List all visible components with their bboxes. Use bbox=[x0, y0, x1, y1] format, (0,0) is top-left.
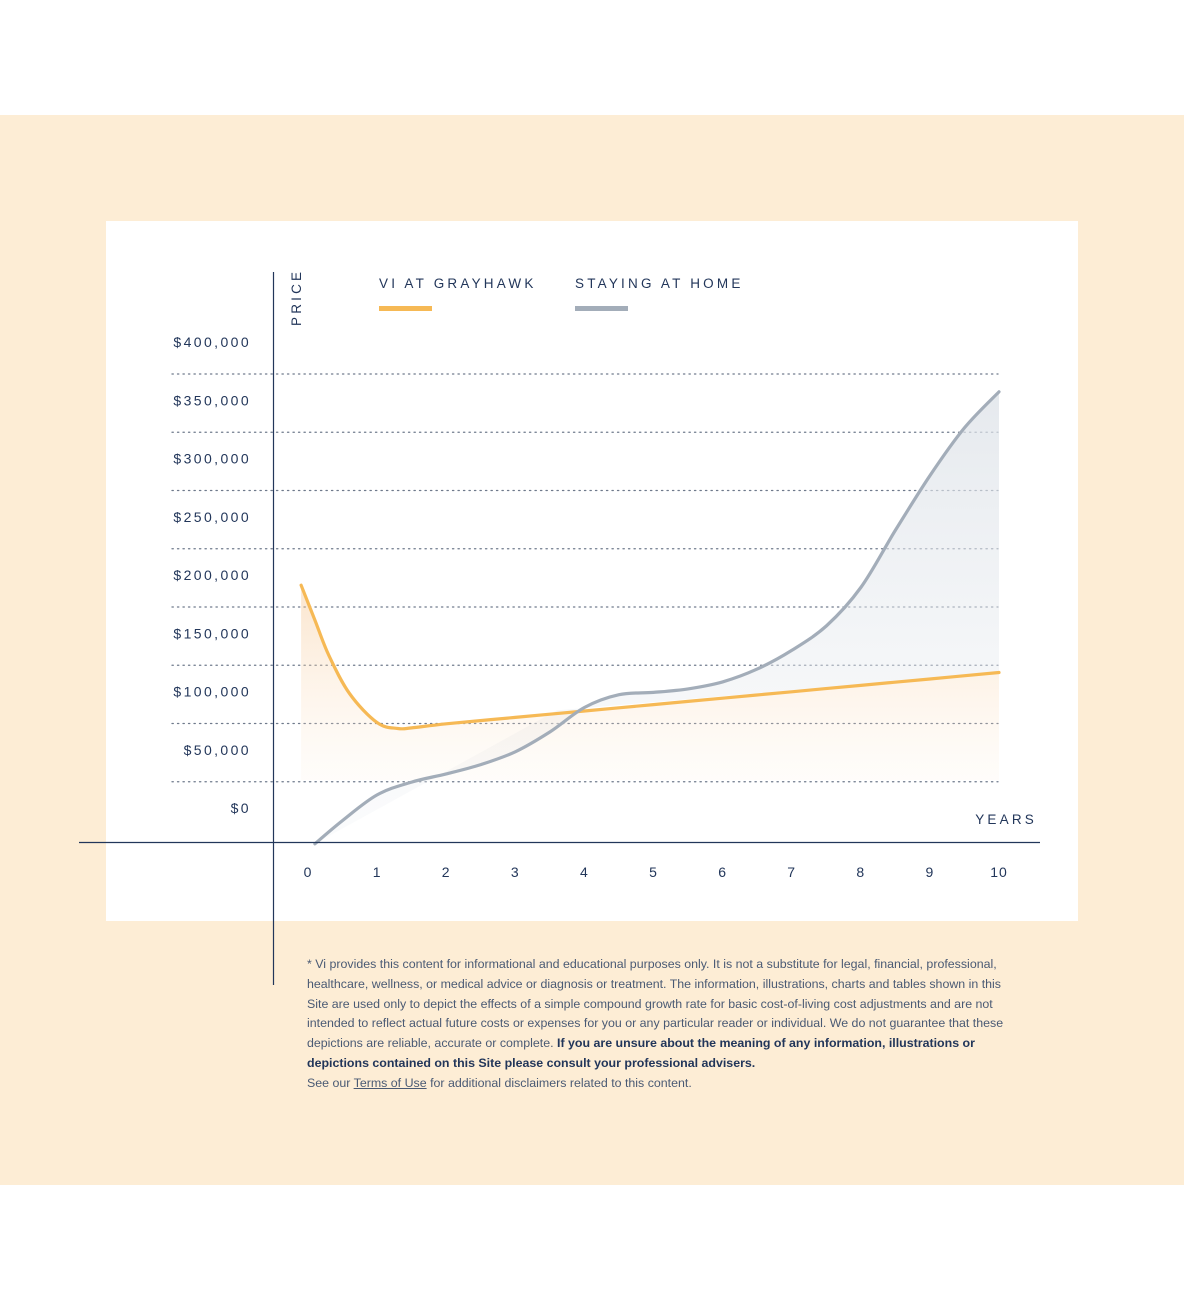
legend-label-staying-at-home: STAYING AT HOME bbox=[575, 276, 744, 291]
x-tick-label: 9 bbox=[926, 864, 935, 880]
legend-label-vi-at-grayhawk: VI AT GRAYHAWK bbox=[379, 276, 537, 291]
x-tick-label: 2 bbox=[442, 864, 451, 880]
legend-swatch-staying-at-home bbox=[575, 306, 628, 311]
x-axis-title: YEARS bbox=[975, 812, 1037, 827]
y-tick-label: $50,000 bbox=[184, 742, 251, 758]
legend-swatch-vi-at-grayhawk bbox=[379, 306, 432, 311]
disclaimer-see-prefix: See our bbox=[307, 1075, 351, 1090]
line-staying-at-home bbox=[313, 390, 1001, 846]
disclaimer-see-suffix: for additional disclaimers related to th… bbox=[430, 1075, 692, 1090]
y-tick-labels: $0 $50,000 $100,000 $150,000 $200,000 $250,00… bbox=[173, 334, 251, 816]
x-tick-label: 8 bbox=[856, 864, 865, 880]
y-tick-label: $250,000 bbox=[173, 509, 251, 525]
y-tick-label: $400,000 bbox=[173, 334, 251, 350]
area-staying-at-home bbox=[314, 391, 999, 844]
y-tick-label: $0 bbox=[231, 800, 251, 816]
x-tick-label: 6 bbox=[718, 864, 727, 880]
area-vi-at-grayhawk bbox=[301, 585, 1000, 780]
y-tick-label: $100,000 bbox=[173, 684, 251, 700]
y-axis-title: PRICE bbox=[289, 269, 304, 326]
y-tick-label: $300,000 bbox=[173, 451, 251, 467]
terms-of-use-link[interactable]: Terms of Use bbox=[353, 1075, 427, 1090]
x-tick-label: 0 bbox=[304, 864, 313, 880]
x-tick-labels: 0 1 2 3 4 5 6 7 8 9 10 bbox=[304, 864, 1008, 880]
disclaimer: * Vi provides this content for informati… bbox=[307, 955, 1007, 1094]
x-tick-label: 5 bbox=[649, 864, 658, 880]
y-tick-label: $350,000 bbox=[173, 392, 251, 408]
line-vi-at-grayhawk bbox=[299, 583, 1001, 731]
y-tick-label: $200,000 bbox=[173, 567, 251, 583]
cost-comparison-chart: $0 $50,000 $100,000 $150,000 $200,000 $250,00… bbox=[79, 269, 1040, 985]
x-tick-label: 7 bbox=[787, 864, 796, 880]
series-areas bbox=[301, 391, 1000, 844]
axes bbox=[79, 272, 1040, 985]
disclaimer-bold: If you are unsure about the meaning of a… bbox=[307, 1036, 975, 1070]
disclaimer-text: * Vi provides this content for informati… bbox=[307, 957, 1004, 1051]
legend: VI AT GRAYHAWK STAYING AT HOME bbox=[379, 276, 744, 311]
series-lines bbox=[299, 390, 1001, 846]
x-tick-label: 3 bbox=[511, 864, 520, 880]
x-tick-label: 10 bbox=[990, 864, 1008, 880]
x-tick-label: 1 bbox=[373, 864, 382, 880]
y-tick-label: $150,000 bbox=[173, 625, 251, 641]
x-tick-label: 4 bbox=[580, 864, 589, 880]
